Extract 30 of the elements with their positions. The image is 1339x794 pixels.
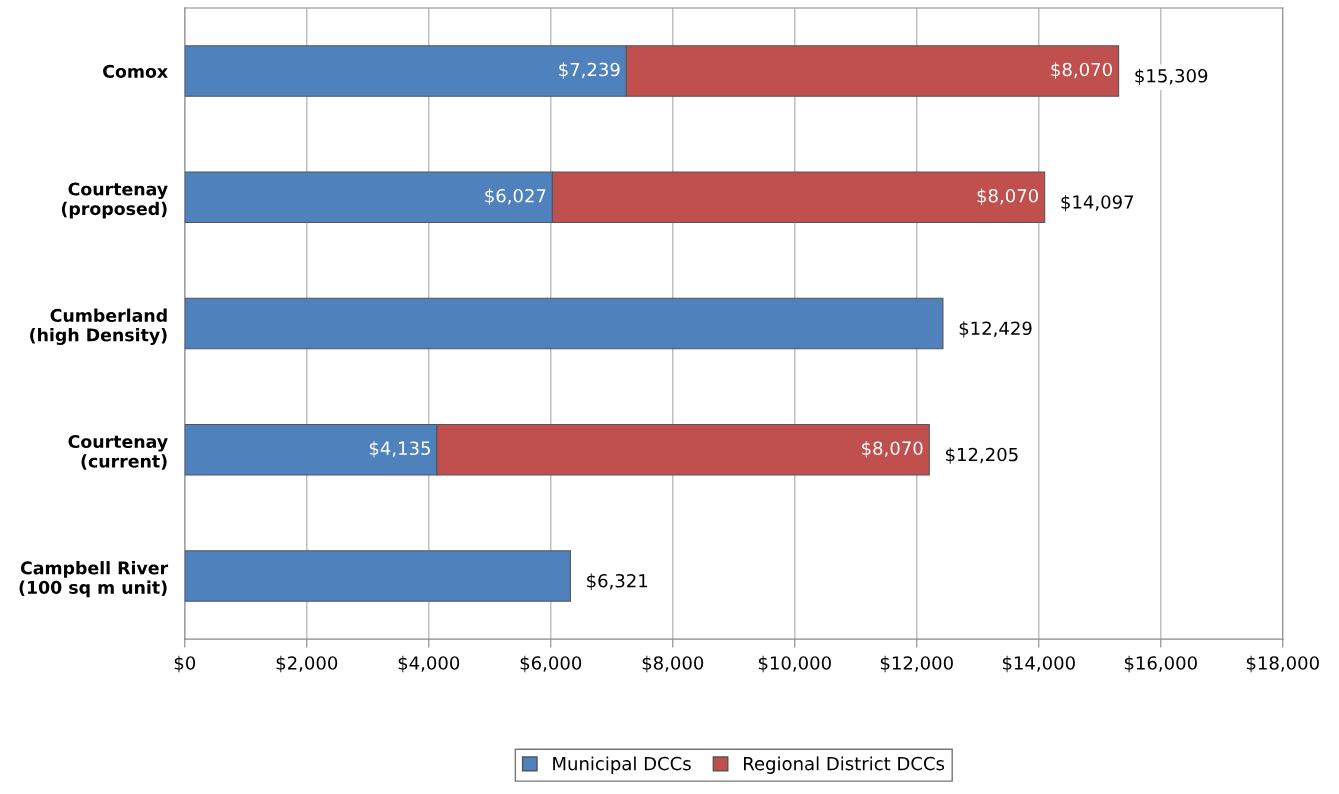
x-tick-label: $6,000 xyxy=(520,655,582,673)
bar xyxy=(184,297,944,350)
x-tick-label: $0 xyxy=(174,655,196,673)
data-label: $4,135 xyxy=(369,441,430,458)
y-tick-label: Comox xyxy=(103,64,168,78)
y-tick-label: Courtenay (proposed) xyxy=(61,182,168,219)
total-label: $14,097 xyxy=(1061,194,1134,212)
x-tick-label: $10,000 xyxy=(758,655,831,673)
x-tick-label: $14,000 xyxy=(1002,655,1075,673)
x-tick-label: $8,000 xyxy=(642,655,704,673)
y-tick-label: Cumberland (high Density) xyxy=(30,308,167,345)
x-tick-label: $16,000 xyxy=(1124,655,1197,673)
legend-label: Regional District DCCs xyxy=(744,756,945,774)
y-tick-label: Courtenay (current) xyxy=(68,434,168,470)
x-tick-label: $4,000 xyxy=(398,655,460,673)
total-label: $15,309 xyxy=(1135,68,1208,86)
total-label: $12,205 xyxy=(946,447,1018,464)
data-label: $8,070 xyxy=(1051,62,1112,79)
y-tick-label: Campbell River (100 sq m unit) xyxy=(19,561,169,598)
total-label: $12,429 xyxy=(959,321,1032,338)
x-tick-label: $12,000 xyxy=(880,655,953,673)
data-label: $8,070 xyxy=(977,188,1038,205)
data-label: $8,070 xyxy=(862,441,923,458)
total-label: $6,321 xyxy=(587,573,648,590)
x-tick-label: $18,000 xyxy=(1246,655,1319,673)
x-tick-label: $2,000 xyxy=(276,655,338,673)
legend-label: Municipal DCCs xyxy=(553,756,691,774)
bar xyxy=(184,550,571,602)
data-label: $6,027 xyxy=(485,188,546,205)
data-label: $7,239 xyxy=(559,62,620,79)
